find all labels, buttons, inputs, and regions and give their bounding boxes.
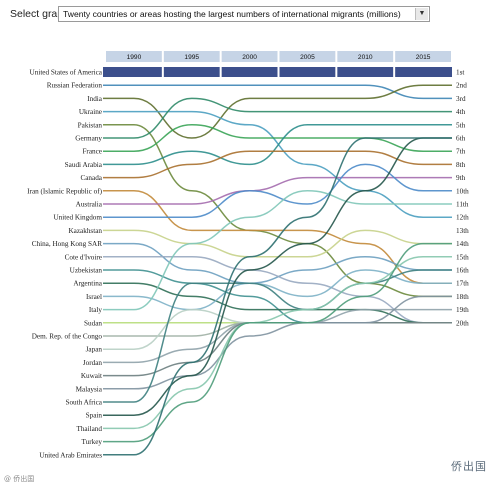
- rank-label: 10th: [456, 187, 469, 195]
- country-label: Cote d'Ivoire: [65, 253, 102, 261]
- year-header-cell: [395, 51, 451, 62]
- series-line: [102, 137, 452, 416]
- year-label: 1995: [184, 54, 199, 61]
- year-header-cell: [221, 51, 278, 62]
- series-line: [102, 150, 452, 179]
- country-label: Canada: [80, 174, 102, 182]
- country-label: Japan: [86, 346, 103, 354]
- top-bar: [103, 67, 452, 77]
- rank-label: 1st: [456, 69, 464, 77]
- series-line: [102, 190, 452, 311]
- series-line: [103, 322, 452, 377]
- series-bar-gap: [219, 67, 222, 77]
- series-bar-gap: [277, 67, 280, 77]
- country-label: Dem. Rep. of the Congo: [32, 333, 103, 341]
- rank-label: 16th: [456, 267, 469, 275]
- country-label: Italy: [89, 306, 103, 314]
- year-header: 1990 1995 2000 2005 2010 2015: [106, 51, 451, 62]
- rank-label: 20th: [456, 319, 469, 327]
- series-line: [102, 295, 452, 390]
- rank-label: 7th: [456, 148, 466, 156]
- series-bar-gap: [335, 67, 338, 77]
- series-line: [103, 137, 452, 456]
- country-label: United States of America: [30, 69, 103, 77]
- year-label: 2015: [416, 54, 431, 61]
- rank-label: 13th: [456, 227, 469, 235]
- series-line: [102, 124, 452, 166]
- watermark-small: @ 侨出国: [4, 475, 35, 483]
- rank-label: 17th: [456, 280, 469, 288]
- country-label: Israel: [86, 293, 102, 301]
- country-label: Thailand: [76, 425, 102, 433]
- series-lines: [102, 84, 452, 456]
- graph-select[interactable]: Twenty countries or areas hosting the la…: [58, 6, 430, 22]
- country-label: Argentina: [73, 280, 102, 288]
- country-label: Saudi Arabia: [65, 161, 103, 169]
- rank-label: 8th: [456, 161, 466, 169]
- series-line: [103, 256, 452, 430]
- year-header-cell: [106, 51, 162, 62]
- country-label: United Kingdom: [53, 214, 102, 222]
- series-line: [103, 84, 452, 100]
- series-line: [102, 84, 452, 139]
- rank-label: 4th: [456, 108, 466, 116]
- country-label: Kazakhstan: [68, 227, 102, 235]
- country-label: France: [82, 148, 102, 156]
- series-line: [102, 256, 452, 324]
- rank-label: 9th: [456, 174, 466, 182]
- rank-label: 12th: [456, 214, 469, 222]
- country-label: Germany: [75, 135, 102, 143]
- select-graph-label: Select graph:: [10, 8, 72, 20]
- rank-label: 5th: [456, 121, 466, 129]
- country-label: Russian Federation: [47, 82, 103, 90]
- year-header-cell: [279, 51, 336, 62]
- country-label: Pakistan: [78, 121, 103, 129]
- series-line: [103, 110, 452, 218]
- series-line: [103, 190, 452, 284]
- country-label: Malaysia: [76, 385, 103, 393]
- watermark: 侨出国: [451, 460, 487, 473]
- country-label: Spain: [86, 412, 103, 420]
- country-label: Jordan: [83, 359, 103, 367]
- rank-label: 11th: [456, 201, 469, 209]
- year-label: 2000: [242, 54, 257, 61]
- country-label: Iran (Islamic Republic of): [27, 187, 102, 195]
- year-label: 2010: [358, 54, 373, 61]
- country-label: India: [87, 95, 103, 103]
- rank-label: 6th: [456, 135, 466, 143]
- graph-select-value: Twenty countries or areas hosting the la…: [63, 9, 401, 19]
- series-line: [103, 229, 452, 258]
- year-label: 1990: [127, 54, 142, 61]
- rank-label: 19th: [456, 306, 469, 314]
- rank-label: 14th: [456, 240, 469, 248]
- rank-label: 3rd: [456, 95, 466, 103]
- series-line: [103, 242, 452, 443]
- country-label: Turkey: [81, 438, 102, 446]
- series-bar-gap: [393, 67, 396, 77]
- country-label: Australia: [76, 201, 103, 209]
- rank-label: 2nd: [456, 82, 467, 90]
- country-label: China, Hong Kong SAR: [32, 240, 102, 248]
- country-labels: United States of America Russian Federati…: [27, 69, 103, 460]
- country-label: South Africa: [65, 399, 102, 407]
- country-label: Uzbekistan: [70, 267, 103, 275]
- chevron-down-icon[interactable]: ▼: [415, 8, 428, 20]
- graph-selector-row: Select graph: Twenty countries or areas …: [10, 6, 480, 24]
- series-bar-gap: [161, 67, 164, 77]
- year-header-cell: [337, 51, 394, 62]
- country-label: United Arab Emirates: [39, 451, 102, 459]
- series-line: [102, 163, 452, 218]
- year-header-cell: [163, 51, 220, 62]
- rank-label: 18th: [456, 293, 469, 301]
- country-label: Sudan: [84, 319, 102, 327]
- country-label: Kuwait: [81, 372, 102, 380]
- series-line: [103, 242, 452, 284]
- series-line: [103, 97, 452, 139]
- rank-label: 15th: [456, 253, 469, 261]
- rank-labels: 1st 2nd 3rd 4th 5th 6th 7th 8th 9th 10th 11th 12th 1…: [456, 69, 469, 328]
- year-label: 2005: [300, 54, 315, 61]
- country-label: Ukraine: [79, 108, 102, 116]
